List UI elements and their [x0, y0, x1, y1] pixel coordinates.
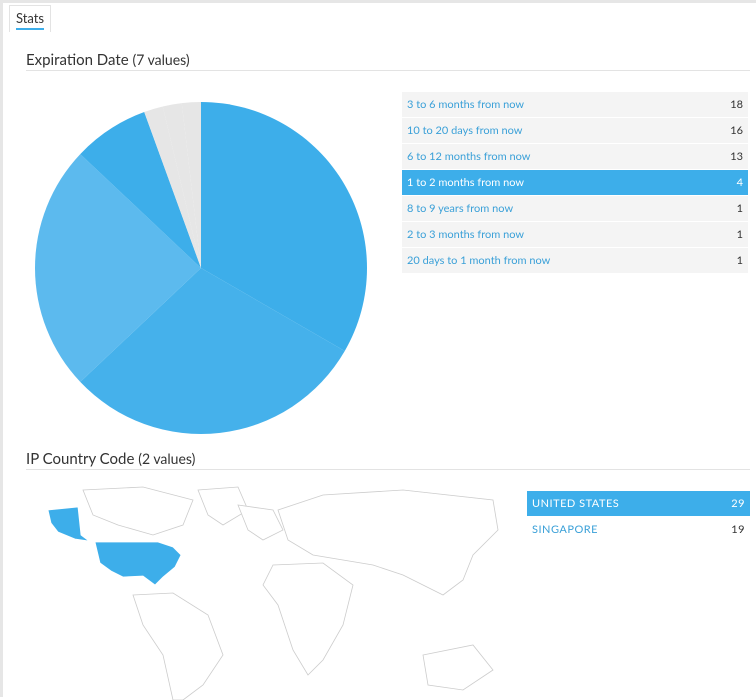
pie-slice: [181, 102, 201, 268]
row-label: 1 to 2 months from now: [407, 176, 525, 189]
tab-label: Stats: [15, 10, 45, 30]
list-row[interactable]: UNITED STATES 29: [527, 491, 750, 517]
row-count: 29: [731, 497, 745, 510]
row-label: 6 to 12 months from now: [407, 150, 531, 163]
pie-slice: [201, 102, 367, 351]
row-label: 10 to 20 days from now: [407, 124, 523, 137]
row-label: UNITED STATES: [532, 497, 620, 510]
title-text: IP Country Code: [26, 450, 135, 468]
list-row[interactable]: 3 to 6 months from now 18: [402, 92, 748, 118]
row-label: 3 to 6 months from now: [407, 98, 525, 111]
land: [197, 486, 249, 526]
row-count: 4: [736, 176, 743, 189]
pie-slice: [144, 106, 201, 268]
count-label: (2 values): [138, 450, 196, 467]
stats-tab[interactable]: Stats: [9, 5, 51, 32]
row-label: SINGAPORE: [532, 523, 599, 536]
section-title: IP Country Code (2 values): [26, 450, 195, 468]
land: [262, 562, 354, 676]
country-list: UNITED STATES 29 SINGAPORE 19: [527, 491, 750, 543]
pie-slice: [80, 268, 345, 434]
row-count: 19: [731, 523, 745, 536]
land: [237, 504, 284, 541]
title-text: Expiration Date: [26, 51, 129, 69]
land: [277, 489, 499, 596]
row-label: 2 to 3 months from now: [407, 228, 525, 241]
list-row[interactable]: 1 to 2 months from now 4: [402, 170, 748, 196]
divider: [26, 469, 750, 470]
row-count: 16: [730, 124, 743, 137]
pie-chart: [35, 102, 367, 434]
value-list: 3 to 6 months from now 18 10 to 20 days fr…: [402, 92, 748, 274]
list-row[interactable]: 10 to 20 days from now 16: [402, 118, 748, 144]
land: [132, 592, 224, 700]
section-title: Expiration Date (7 values): [26, 51, 190, 69]
land: [82, 486, 194, 536]
row-label: 20 days to 1 month from now: [407, 254, 551, 267]
pie-slice: [35, 154, 201, 382]
row-label: 8 to 9 years from now: [407, 202, 514, 215]
world-map: [47, 486, 499, 700]
us-shape: [94, 541, 182, 586]
list-row[interactable]: SINGAPORE 19: [527, 517, 750, 543]
list-row[interactable]: 8 to 9 years from now 1: [402, 196, 748, 222]
pie-slice: [80, 112, 201, 269]
row-count: 1: [736, 254, 743, 267]
count-label: (7 values): [132, 51, 190, 68]
row-count: 1: [736, 228, 743, 241]
row-count: 13: [730, 150, 743, 163]
row-count: 1: [736, 202, 743, 215]
list-row[interactable]: 2 to 3 months from now 1: [402, 222, 748, 248]
divider: [26, 70, 750, 71]
list-row[interactable]: 6 to 12 months from now 13: [402, 144, 748, 170]
row-count: 18: [730, 98, 743, 111]
list-row[interactable]: 20 days to 1 month from now 1: [402, 248, 748, 274]
land: [422, 644, 494, 691]
alaska-shape: [47, 506, 90, 542]
pie-slice: [162, 103, 201, 268]
